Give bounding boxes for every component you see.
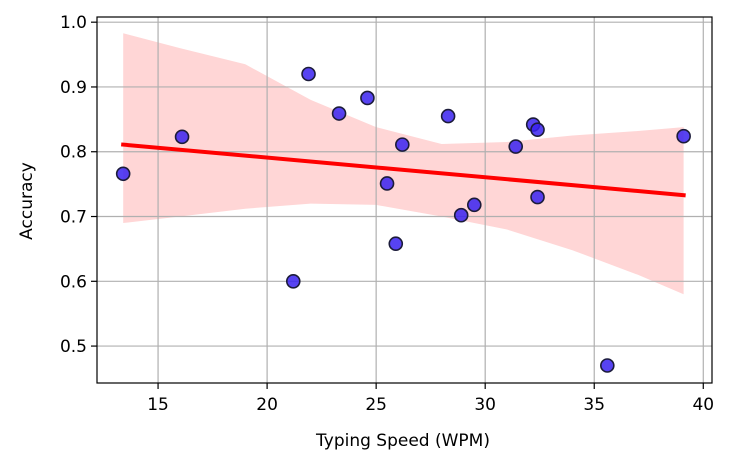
data-point bbox=[115, 166, 131, 182]
axes-layer bbox=[96, 16, 713, 384]
ticks-layer: 15 20 25 30 35 40 0.5 0.6 0.7 0.8 0.9 1.0 bbox=[60, 13, 714, 415]
y-tick-label: 0.9 bbox=[60, 78, 87, 98]
data-point bbox=[530, 189, 545, 205]
data-point bbox=[395, 137, 410, 152]
data-point bbox=[285, 273, 301, 289]
data-point bbox=[466, 197, 482, 213]
y-tick-label: 0.5 bbox=[60, 337, 87, 357]
x-axis-label: Typing Speed (WPM) bbox=[315, 431, 490, 451]
data-point bbox=[301, 66, 316, 82]
y-tick-label: 1.0 bbox=[60, 13, 87, 33]
data-point bbox=[530, 122, 545, 138]
data-point bbox=[440, 108, 456, 124]
y-tick-label: 0.8 bbox=[60, 143, 87, 163]
data-point bbox=[676, 128, 691, 144]
data-point bbox=[331, 106, 347, 121]
data-point bbox=[600, 358, 615, 373]
plot-frame bbox=[96, 16, 713, 384]
y-tick-label: 0.7 bbox=[60, 208, 87, 228]
data-point bbox=[174, 129, 190, 145]
confidence-band bbox=[123, 33, 684, 295]
x-tick-label: 40 bbox=[692, 395, 714, 415]
x-tick-label: 15 bbox=[147, 395, 169, 415]
regression-line bbox=[120, 142, 686, 198]
data-point bbox=[453, 207, 469, 223]
data-point bbox=[508, 139, 524, 154]
data-point bbox=[388, 236, 404, 252]
data-point bbox=[379, 176, 395, 191]
x-tick-label: 25 bbox=[365, 395, 387, 415]
points-layer bbox=[115, 66, 691, 373]
x-tick-label: 35 bbox=[583, 395, 605, 415]
y-tick-label: 0.6 bbox=[60, 272, 87, 292]
regression-line-layer bbox=[120, 142, 686, 198]
y-axis-label: Accuracy bbox=[17, 162, 37, 240]
data-point bbox=[360, 90, 375, 106]
confidence-band-layer bbox=[123, 33, 684, 295]
grid-layer bbox=[97, 17, 712, 383]
x-tick-label: 20 bbox=[256, 395, 278, 415]
x-tick-label: 30 bbox=[474, 395, 496, 415]
